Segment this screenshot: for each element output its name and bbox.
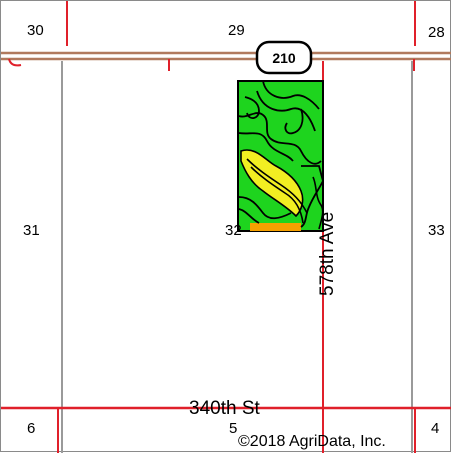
section-label-30: 30	[27, 22, 44, 39]
road-label-340th-st: 340th St	[189, 398, 260, 419]
road-label-578th-ave: 578th Ave	[317, 212, 338, 296]
highway-shield-number: 210	[272, 50, 296, 66]
highway-210-shield[interactable]: 210	[255, 40, 313, 75]
copyright-notice: ©2018 AgriData, Inc.	[238, 433, 386, 450]
section-label-4: 4	[431, 420, 439, 437]
section-label-28: 28	[428, 24, 445, 41]
section-label-6: 6	[27, 420, 35, 437]
section-label-32: 32	[225, 222, 242, 239]
section-label-33: 33	[428, 222, 445, 239]
highway-210	[1, 51, 451, 71]
section-label-31: 31	[23, 222, 40, 239]
section-label-5: 5	[229, 420, 237, 437]
section-label-29: 29	[228, 22, 245, 39]
soil-parcel[interactable]	[237, 80, 324, 232]
